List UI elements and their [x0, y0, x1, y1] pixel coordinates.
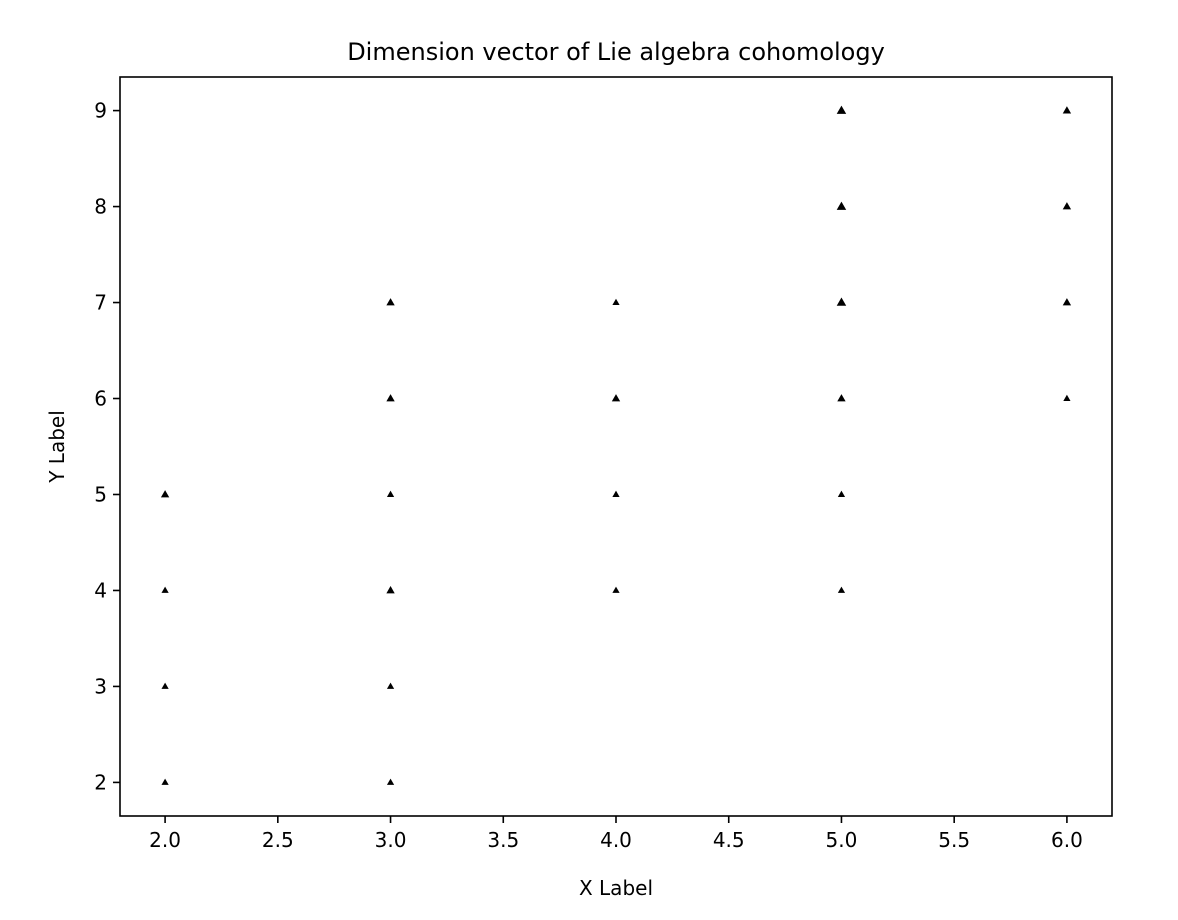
data-point: [836, 297, 847, 306]
data-point: [160, 490, 170, 498]
y-axis-label: Y Label: [45, 410, 69, 484]
data-point: [1062, 298, 1072, 306]
y-tick-label: 3: [94, 674, 107, 698]
data-point: [837, 394, 846, 402]
data-points: [160, 105, 1072, 785]
data-point: [386, 298, 395, 306]
x-tick-label: 2.0: [149, 828, 181, 852]
x-tick-label: 3.5: [487, 828, 519, 852]
y-axis: 2 3 4 5 6 7 8 9: [94, 99, 120, 794]
data-point: [386, 682, 395, 689]
x-tick-label: 2.5: [262, 828, 294, 852]
data-point: [1063, 394, 1071, 401]
data-point: [1062, 106, 1072, 114]
data-point: [161, 586, 169, 593]
x-axis-label: X Label: [579, 876, 653, 900]
data-point: [161, 682, 169, 689]
y-tick-label: 9: [94, 99, 107, 123]
x-tick-label: 3.0: [375, 828, 407, 852]
data-point: [386, 778, 395, 785]
data-point: [161, 778, 169, 785]
data-point: [836, 201, 847, 210]
plot-area: [119, 76, 1113, 817]
x-tick-label: 4.5: [713, 828, 745, 852]
y-tick-label: 2: [94, 770, 107, 794]
data-point: [837, 490, 846, 497]
x-tick-label: 4.0: [600, 828, 632, 852]
data-point: [837, 586, 846, 593]
data-point: [1062, 202, 1072, 210]
data-point: [612, 586, 620, 593]
y-tick-label: 8: [94, 195, 107, 219]
data-point: [836, 105, 847, 114]
x-tick-label: 5.5: [938, 828, 970, 852]
x-tick-label: 6.0: [1051, 828, 1083, 852]
y-tick-label: 5: [94, 482, 107, 506]
data-point: [611, 394, 621, 402]
data-point: [386, 490, 395, 497]
y-tick-label: 7: [94, 291, 107, 315]
x-tick-label: 5.0: [826, 828, 858, 852]
chart-title: Dimension vector of Lie algebra cohomolo…: [347, 38, 885, 66]
data-point: [386, 394, 395, 402]
data-point: [612, 298, 620, 306]
y-tick-label: 6: [94, 387, 107, 411]
data-point: [612, 490, 620, 497]
x-axis: 2.0 2.5 3.0 3.5 4.0 4.5 5.0 5.5 6.0: [149, 816, 1083, 852]
y-tick-label: 4: [94, 578, 107, 602]
data-point: [386, 586, 395, 594]
